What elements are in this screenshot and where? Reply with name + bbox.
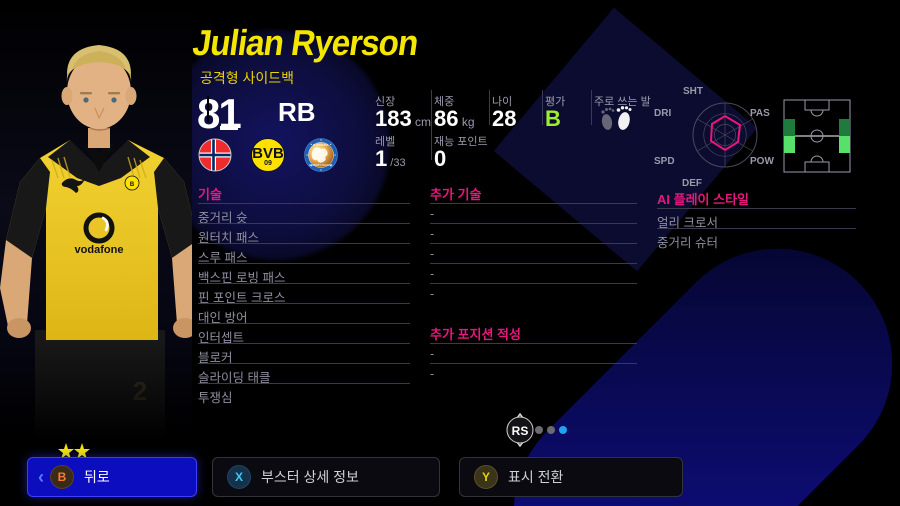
svg-text:EUROPA: EUROPA — [313, 143, 329, 147]
svg-text:09: 09 — [264, 160, 272, 167]
svg-text:EUROP LEAGUE: EUROP LEAGUE — [309, 163, 332, 167]
svg-text:B: B — [130, 182, 135, 188]
svg-text:vodafone: vodafone — [75, 244, 124, 256]
svg-text:RS: RS — [512, 424, 529, 438]
